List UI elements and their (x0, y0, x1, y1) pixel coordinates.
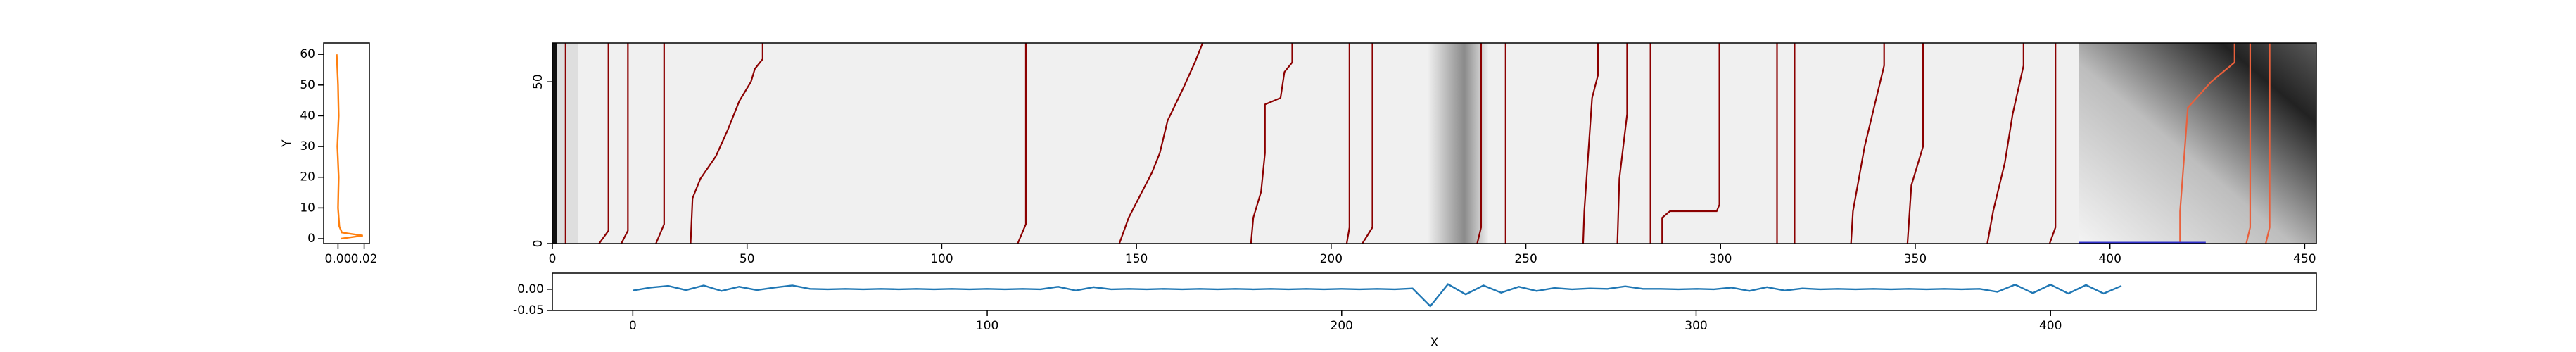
x-tick-label: 0.00 (324, 252, 351, 266)
x-tick-label: 400 (2039, 319, 2062, 333)
trace-line (1661, 43, 1720, 244)
x-tick-label: 50 (740, 252, 755, 266)
y-axis-label: Y (280, 139, 294, 148)
x-tick-label: 350 (1904, 252, 1927, 266)
x-tick-label: 100 (930, 252, 953, 266)
y-tick-label: 40 (300, 108, 315, 122)
trace-line (2264, 43, 2271, 244)
x-tick-label: 300 (1684, 319, 1707, 333)
axes-frame (552, 272, 2317, 311)
y-tick-label: 0.00 (517, 282, 544, 296)
y-tick-label: -0.05 (513, 303, 544, 318)
trace-line (1986, 43, 2024, 244)
y-tick-label: 0 (307, 232, 315, 246)
trace-line (1250, 43, 1293, 244)
series-line (336, 54, 363, 240)
x-tick-label: 200 (1331, 319, 1353, 333)
x-tick-label: 400 (2098, 252, 2121, 266)
x-tick-label: 300 (1709, 252, 1732, 266)
heatmap-background (552, 43, 2316, 244)
trace-line (1017, 43, 1027, 244)
y-tick-label: 50 (531, 74, 545, 89)
trace-line (1118, 42, 1204, 244)
trace-line (655, 43, 665, 244)
trace-line (620, 43, 629, 244)
y-tick-label: 0 (531, 240, 545, 248)
x-tick-label: 0 (549, 252, 557, 266)
x-tick-label: 0.02 (351, 252, 378, 266)
x-tick-label: 100 (976, 319, 998, 333)
x-tick-label: 200 (1320, 252, 1343, 266)
trace-line (598, 43, 609, 244)
y-tick-label: 30 (300, 139, 315, 153)
series-line (633, 283, 2122, 308)
y-tick-label: 50 (300, 78, 315, 92)
trace-line (1345, 43, 1350, 244)
trace-line (1582, 43, 1599, 244)
y-tick-label: 10 (300, 201, 315, 215)
x-axis-label: X (1430, 336, 1439, 350)
x-tick-label: 0 (629, 319, 637, 333)
trace-line (2179, 43, 2235, 244)
trace-line (1616, 43, 1628, 244)
x-tick-label: 450 (2293, 252, 2316, 266)
trace-line (1476, 43, 1483, 244)
trace-line (1850, 43, 1885, 244)
trace-line (1362, 43, 1373, 244)
y-tick-label: 20 (300, 170, 315, 184)
trace-line (2048, 43, 2057, 244)
axes-frame (323, 42, 370, 244)
x-tick-label: 150 (1125, 252, 1148, 266)
x-tick-label: 250 (1514, 252, 1537, 266)
trace-line (690, 43, 763, 244)
y-tick-label: 60 (300, 47, 315, 61)
trace-line (1906, 43, 1924, 244)
trace-line (2245, 43, 2252, 244)
axes-frame (552, 42, 2317, 244)
